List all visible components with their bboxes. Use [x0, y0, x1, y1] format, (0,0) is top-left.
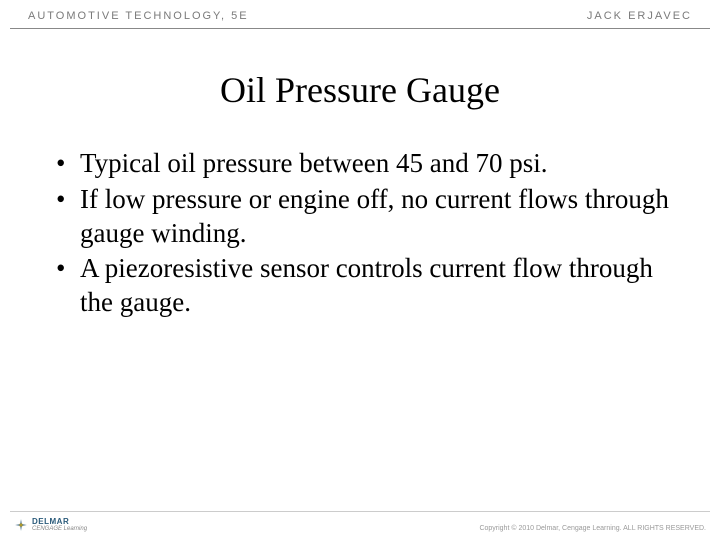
publisher-logo: DELMAR CENGAGE Learning	[14, 518, 87, 532]
slide-title: Oil Pressure Gauge	[0, 69, 720, 111]
bullet-list: Typical oil pressure between 45 and 70 p…	[50, 147, 670, 320]
slide-content: Typical oil pressure between 45 and 70 p…	[0, 147, 720, 320]
copyright-text: Copyright © 2010 Delmar, Cengage Learnin…	[479, 525, 706, 532]
logo-text: DELMAR CENGAGE Learning	[32, 518, 87, 532]
slide-footer: DELMAR CENGAGE Learning Copyright © 2010…	[0, 518, 720, 532]
logo-star-icon	[14, 518, 28, 532]
slide-header: AUTOMOTIVE TECHNOLOGY, 5E JACK ERJAVEC	[0, 0, 720, 28]
bullet-item: A piezoresistive sensor controls current…	[50, 252, 670, 320]
logo-brand-name: DELMAR	[32, 518, 87, 526]
bullet-item: If low pressure or engine off, no curren…	[50, 183, 670, 251]
header-divider	[10, 28, 710, 29]
logo-subtitle: CENGAGE Learning	[32, 526, 87, 532]
header-book-title: AUTOMOTIVE TECHNOLOGY, 5E	[28, 10, 249, 22]
header-author: JACK ERJAVEC	[587, 10, 692, 22]
bullet-item: Typical oil pressure between 45 and 70 p…	[50, 147, 670, 181]
footer-divider	[10, 511, 710, 512]
